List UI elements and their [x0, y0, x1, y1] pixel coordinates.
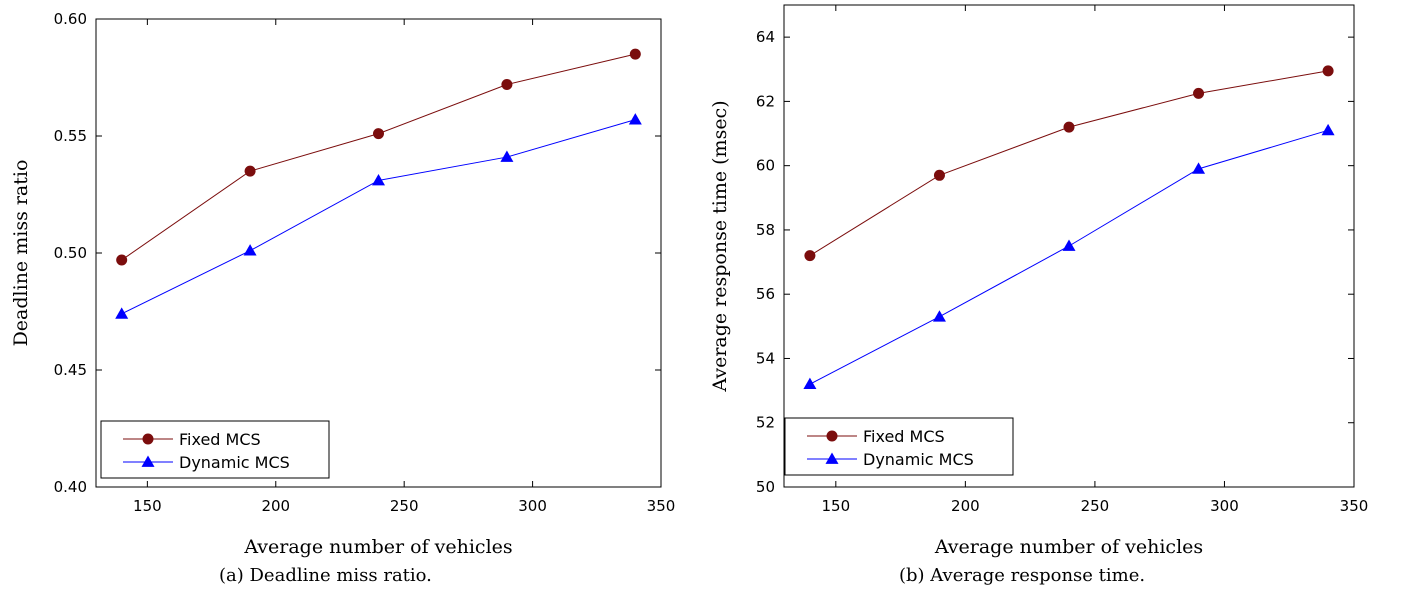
- legend-marker: [826, 430, 838, 442]
- x-tick-label: 350: [647, 497, 676, 515]
- data-point: [243, 244, 257, 256]
- legend-label: Fixed MCS: [179, 430, 261, 449]
- series-line: [809, 129, 1329, 385]
- data-point: [372, 173, 385, 186]
- legend-label: Dynamic MCS: [863, 450, 974, 469]
- y-tick-label: 0.60: [54, 10, 87, 28]
- chart-caption: (b) Average response time.: [899, 565, 1146, 586]
- x-tick-label: 350: [1340, 497, 1369, 515]
- x-axis-label: Average number of vehicles: [243, 536, 512, 558]
- y-tick-label: 0.45: [54, 361, 87, 379]
- plot-frame: [783, 4, 1355, 488]
- x-tick-label: 150: [821, 497, 850, 515]
- y-tick-label: 0.55: [54, 127, 87, 145]
- data-point: [501, 79, 513, 91]
- data-point: [933, 169, 945, 181]
- y-tick-label: 62: [756, 92, 775, 110]
- y-tick-label: 50: [756, 478, 775, 496]
- y-axis-label: Deadline miss ratio: [10, 160, 32, 347]
- legend-label: Fixed MCS: [863, 427, 945, 446]
- x-axis-label: Average number of vehicles: [934, 536, 1203, 558]
- legend-box: [784, 417, 1014, 476]
- x-tick-label: 200: [951, 497, 980, 515]
- legend-marker: [142, 433, 154, 445]
- data-point: [1322, 65, 1334, 77]
- y-tick-label: 60: [756, 157, 775, 175]
- x-tick-label: 150: [133, 497, 162, 515]
- chart-caption: (a) Deadline miss ratio.: [219, 565, 432, 586]
- legend-marker: [141, 455, 155, 467]
- data-point: [803, 377, 817, 390]
- data-point: [1192, 162, 1206, 174]
- chart-deadline-miss-ratio: 150 200 250 300 350 0.40 0.45 0.50 0.55 0.60 Avera…: [10, 10, 676, 558]
- data-point: [373, 128, 384, 140]
- data-point: [932, 310, 946, 322]
- legend-box: [100, 420, 330, 479]
- chart-panel-average-response-time: 150 200 250 300 350 50 52 54 56 58 60 62 64 Average n…: [700, 0, 1402, 603]
- data-point: [244, 165, 256, 177]
- x-tick-label: 300: [518, 497, 547, 515]
- data-point: [1193, 87, 1205, 99]
- data-point: [500, 150, 514, 162]
- chart-panel-deadline-miss-ratio: 150 200 250 300 350 0.40 0.45 0.50 0.55 0.60 Avera…: [0, 0, 700, 603]
- y-tick-label: 64: [756, 28, 775, 46]
- data-point: [628, 113, 642, 125]
- y-tick-label: 0.50: [54, 244, 87, 262]
- data-point: [804, 250, 816, 262]
- x-tick-label: 250: [1081, 497, 1110, 515]
- data-point: [629, 48, 641, 60]
- x-tick-label: 250: [390, 497, 419, 515]
- x-tick-label: 300: [1210, 497, 1239, 515]
- y-tick-label: 52: [756, 414, 775, 432]
- legend-marker: [825, 452, 839, 464]
- legend-label: Dynamic MCS: [179, 453, 290, 472]
- data-point: [116, 254, 128, 266]
- plot-frame: [95, 18, 662, 488]
- y-tick-label: 58: [756, 221, 775, 239]
- chart-average-response-time: 150 200 250 300 350 50 52 54 56 58 60 62 64 Average n…: [709, 4, 1369, 558]
- x-tick-label: 200: [261, 497, 290, 515]
- series-line: [121, 53, 636, 261]
- y-tick-label: 0.40: [54, 478, 87, 496]
- data-point: [115, 307, 129, 319]
- y-tick-label: 56: [756, 285, 775, 303]
- y-axis-label: Average response time (msec): [709, 100, 731, 392]
- data-point: [1062, 239, 1076, 251]
- data-point: [1063, 121, 1075, 133]
- y-tick-label: 54: [756, 349, 775, 367]
- series-line: [809, 70, 1329, 257]
- data-point: [1321, 123, 1335, 136]
- series-line: [121, 119, 636, 315]
